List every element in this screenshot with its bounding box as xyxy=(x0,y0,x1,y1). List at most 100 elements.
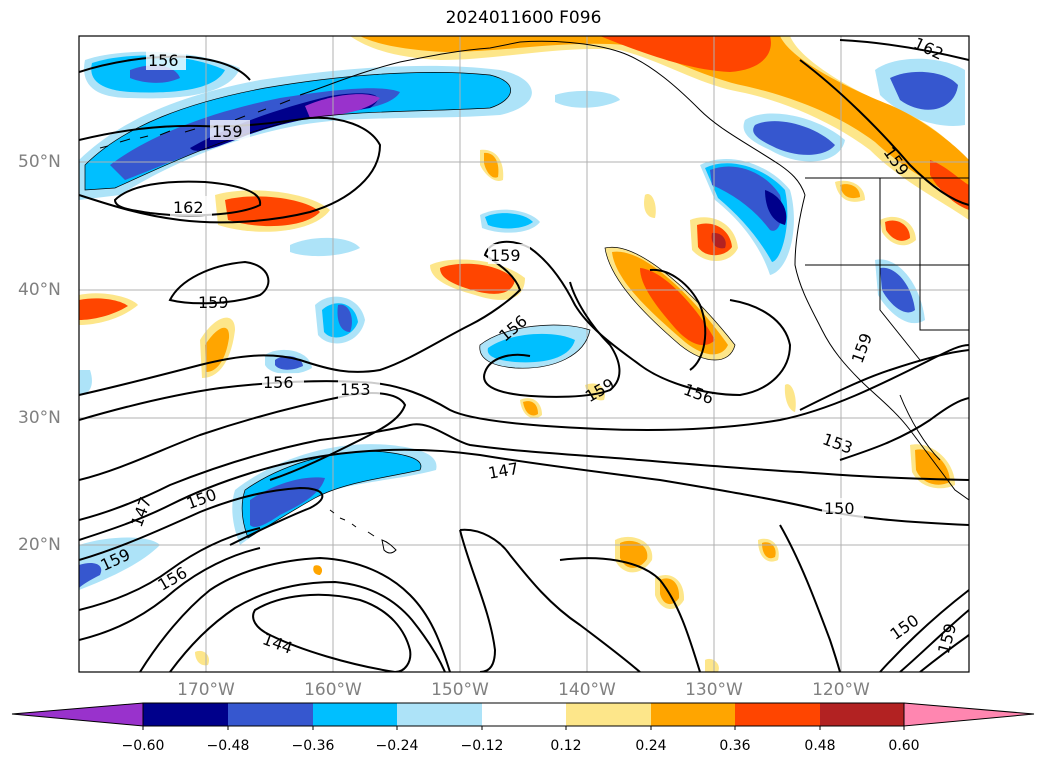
contour-east-2 xyxy=(799,349,969,411)
negative-band-north xyxy=(305,94,380,118)
colorbar-extend-low xyxy=(11,702,144,727)
contour-label: 162 xyxy=(173,198,204,217)
contour-156-mid xyxy=(79,240,792,397)
contour-label: 159 xyxy=(848,330,876,365)
colorbar-segment xyxy=(820,703,904,726)
contour-156-north xyxy=(79,55,251,81)
contour-label: 156 xyxy=(155,563,191,595)
positive-patch xyxy=(784,384,796,412)
positive-patch xyxy=(484,152,499,178)
colorbar-segment xyxy=(651,703,735,726)
negative-patch-canada xyxy=(890,71,958,110)
positive-band-alaska xyxy=(600,36,771,72)
positive-patch xyxy=(640,268,715,346)
negative-patch-alaska xyxy=(753,121,835,155)
colorbar-segment xyxy=(228,703,313,726)
positive-patch xyxy=(79,298,128,320)
map-frame xyxy=(78,35,970,673)
contour-label: 147 xyxy=(487,459,520,483)
lat-label: 50°N xyxy=(18,152,61,172)
positive-patch xyxy=(620,540,648,568)
contour-label: 153 xyxy=(820,429,855,457)
contour-147-b xyxy=(79,486,324,561)
lat-label: 30°N xyxy=(18,408,61,428)
contour-label: 156 xyxy=(148,51,179,70)
contour-156-south xyxy=(79,527,261,611)
north-america-coast xyxy=(794,194,969,501)
colorbar-tick-label: −0.60 xyxy=(121,738,165,754)
colorbar-tick-label: −0.24 xyxy=(375,738,419,754)
contour-label: 156 xyxy=(263,373,294,392)
positive-patch xyxy=(225,196,320,227)
colorbar-tick-label: 0.12 xyxy=(550,738,582,754)
lat-label: 40°N xyxy=(18,280,61,300)
positive-patch xyxy=(840,184,860,199)
contour-159-ne xyxy=(799,59,969,206)
coastlines xyxy=(99,40,969,554)
baja-coast xyxy=(899,394,941,461)
contour-147 xyxy=(79,423,969,521)
positive-patch xyxy=(195,650,209,666)
contour-label: 153 xyxy=(340,380,371,399)
positive-patch xyxy=(885,220,910,241)
contour-label: 144 xyxy=(260,629,295,657)
positive-patch xyxy=(585,383,605,401)
contour-label: 156 xyxy=(681,380,716,408)
contour-150-b xyxy=(79,448,969,541)
contour-162 xyxy=(113,180,262,217)
colorbar-tick-label: 0.36 xyxy=(719,738,751,754)
contour-label: 159 xyxy=(212,122,243,141)
negative-patch xyxy=(79,563,102,588)
contour-153 xyxy=(79,344,969,431)
colorbar-tick-label: −0.48 xyxy=(206,738,250,754)
contour-147-south xyxy=(169,580,446,672)
colorbar-tick-label: 0.60 xyxy=(888,738,920,754)
positive-patch xyxy=(523,401,538,416)
colorbar-segment xyxy=(397,703,482,726)
hawaii-islands xyxy=(329,509,397,554)
contour-curve-se xyxy=(779,524,841,672)
contour-150-south xyxy=(139,556,451,672)
contour-se-corner xyxy=(879,589,969,672)
contour-144 xyxy=(252,593,412,672)
positive-patch xyxy=(440,263,515,294)
contour-150-se xyxy=(559,557,701,672)
contour-162-ne xyxy=(839,39,969,61)
colorbar-segment xyxy=(735,703,820,726)
contour-label: 159 xyxy=(198,293,229,312)
contour-159-mid xyxy=(168,260,270,305)
contour-156-loop xyxy=(649,268,707,371)
graticule xyxy=(79,36,969,672)
positive-patch xyxy=(644,194,656,218)
negative-patch-coast xyxy=(765,190,787,225)
negative-band-north xyxy=(85,72,511,190)
lat-label: 20°N xyxy=(18,535,61,555)
negative-band-south xyxy=(250,477,325,527)
positive-patch xyxy=(205,327,230,372)
colorbar-tick-label: −0.12 xyxy=(460,738,504,754)
colorbar-extend-high xyxy=(903,702,1035,727)
contour-labels: 156 159 162 159 159 156 159 156 153 156 … xyxy=(97,34,960,658)
contour-label: 147 xyxy=(127,494,155,529)
colorbar-segment xyxy=(566,703,651,726)
colorbar-tick-label: 0.48 xyxy=(804,738,836,754)
lon-label: 160°W xyxy=(304,680,362,700)
lon-label: 150°W xyxy=(431,680,489,700)
contour-label: 159 xyxy=(934,621,960,655)
positive-patch xyxy=(915,449,950,485)
negative-patch-coast xyxy=(710,166,782,231)
lon-label: 140°W xyxy=(558,680,616,700)
negative-patch xyxy=(337,304,352,332)
negative-patch xyxy=(79,537,160,590)
positive-patch xyxy=(705,658,719,672)
contour-loop-east xyxy=(459,529,497,672)
positive-patch xyxy=(762,542,776,559)
colorbar-segment xyxy=(143,703,228,726)
state-borders xyxy=(805,178,969,361)
contour-east xyxy=(839,397,969,461)
positive-band-alaska xyxy=(930,160,969,210)
lon-label: 170°W xyxy=(177,680,235,700)
lon-label: 120°W xyxy=(812,680,870,700)
positive-patch xyxy=(711,232,726,249)
contour-159-loop xyxy=(483,281,621,398)
